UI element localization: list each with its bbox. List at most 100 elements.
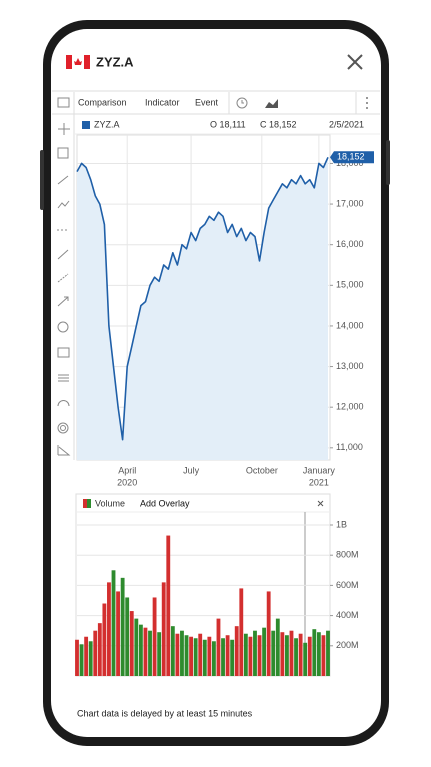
volume-bar	[221, 638, 225, 676]
volume-bar	[116, 591, 120, 676]
legend-swatch	[82, 121, 90, 129]
volume-bar	[225, 635, 230, 676]
volume-swatch	[83, 499, 87, 508]
volume-bar	[170, 626, 175, 676]
x-tick-year: 2020	[117, 477, 137, 487]
y-tick-label: 200M	[336, 640, 359, 650]
close-volume[interactable]	[317, 500, 324, 507]
volume-bar	[157, 632, 162, 676]
price-badge	[330, 151, 374, 164]
clock-icon[interactable]	[236, 97, 248, 109]
volume-bar	[312, 629, 317, 676]
volume-bar	[316, 632, 321, 676]
x-tick-label: April	[118, 465, 136, 475]
volume-bar	[107, 582, 111, 676]
y-tick-label: 14,000	[336, 320, 364, 330]
volume-bar	[148, 630, 152, 676]
volume-bar	[298, 633, 303, 676]
volume-bar	[198, 633, 203, 676]
volume-bar	[253, 630, 257, 676]
y-tick-label: 12,000	[336, 402, 364, 412]
volume-bar	[257, 635, 262, 676]
clock-hand	[241, 100, 244, 104]
volume-bar	[303, 642, 308, 676]
legend-symbol: ZYZ.A	[94, 119, 120, 129]
volume-bar	[285, 635, 289, 676]
footer-note: Chart data is delayed by at least 15 min…	[77, 708, 253, 718]
panel-icon[interactable]	[57, 97, 70, 108]
y-tick-label: 800M	[336, 550, 359, 560]
volume-bar	[326, 630, 330, 676]
volume-bar	[266, 591, 271, 676]
volume-swatch	[87, 499, 91, 508]
side-button	[40, 150, 44, 210]
drawing-tools	[57, 123, 71, 456]
flag	[66, 55, 90, 69]
volume-bar	[180, 630, 184, 676]
volume-bar	[211, 641, 216, 676]
y-tick-label: 600M	[336, 580, 359, 590]
volume-label: Volume	[95, 498, 125, 508]
volume-bar	[138, 624, 143, 676]
volume-bar	[75, 639, 79, 676]
volume-bar	[166, 535, 171, 676]
y-tick-label: 400M	[336, 610, 359, 620]
volume-bar	[216, 618, 221, 676]
volume-bar	[234, 626, 239, 676]
volume-bar	[262, 627, 267, 676]
y-tick-label: 17,000	[336, 198, 364, 208]
volume-bar	[152, 597, 157, 676]
volume-bar	[193, 638, 198, 676]
volume-bar	[202, 639, 207, 676]
volume-bar	[120, 577, 125, 676]
chart-type-icon[interactable]	[265, 99, 278, 108]
volume-bar	[102, 603, 107, 676]
y-tick-label: 16,000	[336, 239, 364, 249]
volume-bar	[280, 632, 285, 676]
close-price: C 18,152	[260, 119, 297, 129]
volume-bar	[294, 638, 298, 676]
volume-bar	[175, 633, 180, 676]
volume-bar	[230, 639, 235, 676]
volume-bar	[248, 636, 253, 676]
side-button	[386, 140, 390, 185]
volume-bar	[97, 623, 102, 676]
x-tick-label: January	[303, 465, 336, 475]
toolbar-item[interactable]: Event	[195, 97, 219, 107]
volume-bar	[161, 582, 166, 676]
x-tick-label: July	[183, 465, 200, 475]
volume-bar	[125, 597, 130, 676]
y-tick-label: 13,000	[336, 361, 364, 371]
date: 2/5/2021	[329, 119, 364, 129]
volume-bar	[289, 630, 294, 676]
volume-bar	[93, 630, 98, 676]
volume-bar	[134, 618, 139, 676]
volume-bar	[88, 641, 93, 676]
app-title: ZYZ.A	[96, 54, 134, 69]
price-line	[76, 156, 329, 441]
volume-bar	[207, 636, 212, 676]
y-tick-label: 1B	[336, 519, 347, 529]
volume-bar	[239, 588, 244, 676]
charts: 11,000 12,000 13,000 14,000 15,000 16,000 17,0…	[75, 134, 374, 676]
volume-bar	[79, 644, 84, 676]
toolbar-item[interactable]: Comparison	[78, 97, 127, 107]
add-overlay[interactable]: Add Overlay	[140, 498, 190, 508]
volume-bar	[184, 635, 189, 676]
volume-bar	[275, 618, 280, 676]
price-area	[77, 157, 328, 461]
open-price: O 18,111	[210, 119, 246, 129]
volume-bar	[111, 570, 116, 676]
volume-bar	[84, 636, 89, 676]
x-tick-year: 2021	[309, 477, 329, 487]
toolbar-item[interactable]: Indicator	[145, 97, 180, 107]
volume-bar	[243, 633, 248, 676]
volume-bar	[321, 635, 326, 676]
volume-bar	[271, 630, 276, 676]
more-icon[interactable]	[366, 97, 368, 109]
y-tick-label: 15,000	[336, 280, 364, 290]
volume-bar	[307, 636, 312, 676]
close-button[interactable]	[347, 54, 363, 70]
price-badge-label: 18,152	[337, 152, 365, 162]
